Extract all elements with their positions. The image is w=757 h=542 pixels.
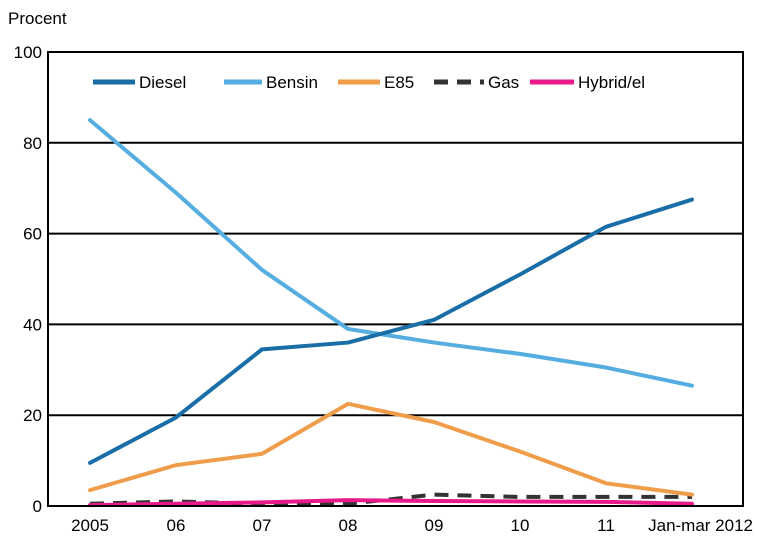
legend-label-hybrid-el: Hybrid/el <box>578 73 645 92</box>
x-tick-label: 07 <box>253 516 272 535</box>
plot-frame <box>47 51 744 507</box>
y-tick-label: 100 <box>14 43 42 62</box>
y-tick-label: 0 <box>33 497 42 516</box>
x-tick-label: 11 <box>597 516 615 535</box>
x-tick-label: 06 <box>167 516 186 535</box>
x-tick-label: 09 <box>425 516 444 535</box>
legend-label-e85: E85 <box>384 73 414 92</box>
y-tick-label: 40 <box>23 315 42 334</box>
x-tick-label: Jan-mar 2012 <box>648 516 753 535</box>
y-unit-label: Procent <box>8 9 67 28</box>
y-tick-label: 20 <box>23 406 42 425</box>
series-line-diesel <box>88 197 694 465</box>
series-line-bensin <box>88 118 694 388</box>
legend-label-diesel: Diesel <box>139 73 186 92</box>
y-tick-label: 80 <box>23 134 42 153</box>
y-tick-label: 60 <box>23 225 42 244</box>
legend-label-gas: Gas <box>488 73 519 92</box>
series-line-e85 <box>88 401 694 497</box>
series-lines <box>88 118 694 508</box>
x-tick-label: 10 <box>511 516 530 535</box>
x-tick-labels: 2005 06 07 08 09 10 11 Jan-mar 2012 <box>71 516 753 535</box>
legend-label-bensin: Bensin <box>266 73 318 92</box>
legend: Diesel Bensin E85 Gas Hybrid/el <box>93 73 645 92</box>
y-tick-labels: 0 20 40 60 80 100 <box>14 43 42 516</box>
series-line-hybrid-el <box>88 498 694 508</box>
x-tick-label: 2005 <box>71 516 109 535</box>
x-tick-label: 08 <box>339 516 358 535</box>
